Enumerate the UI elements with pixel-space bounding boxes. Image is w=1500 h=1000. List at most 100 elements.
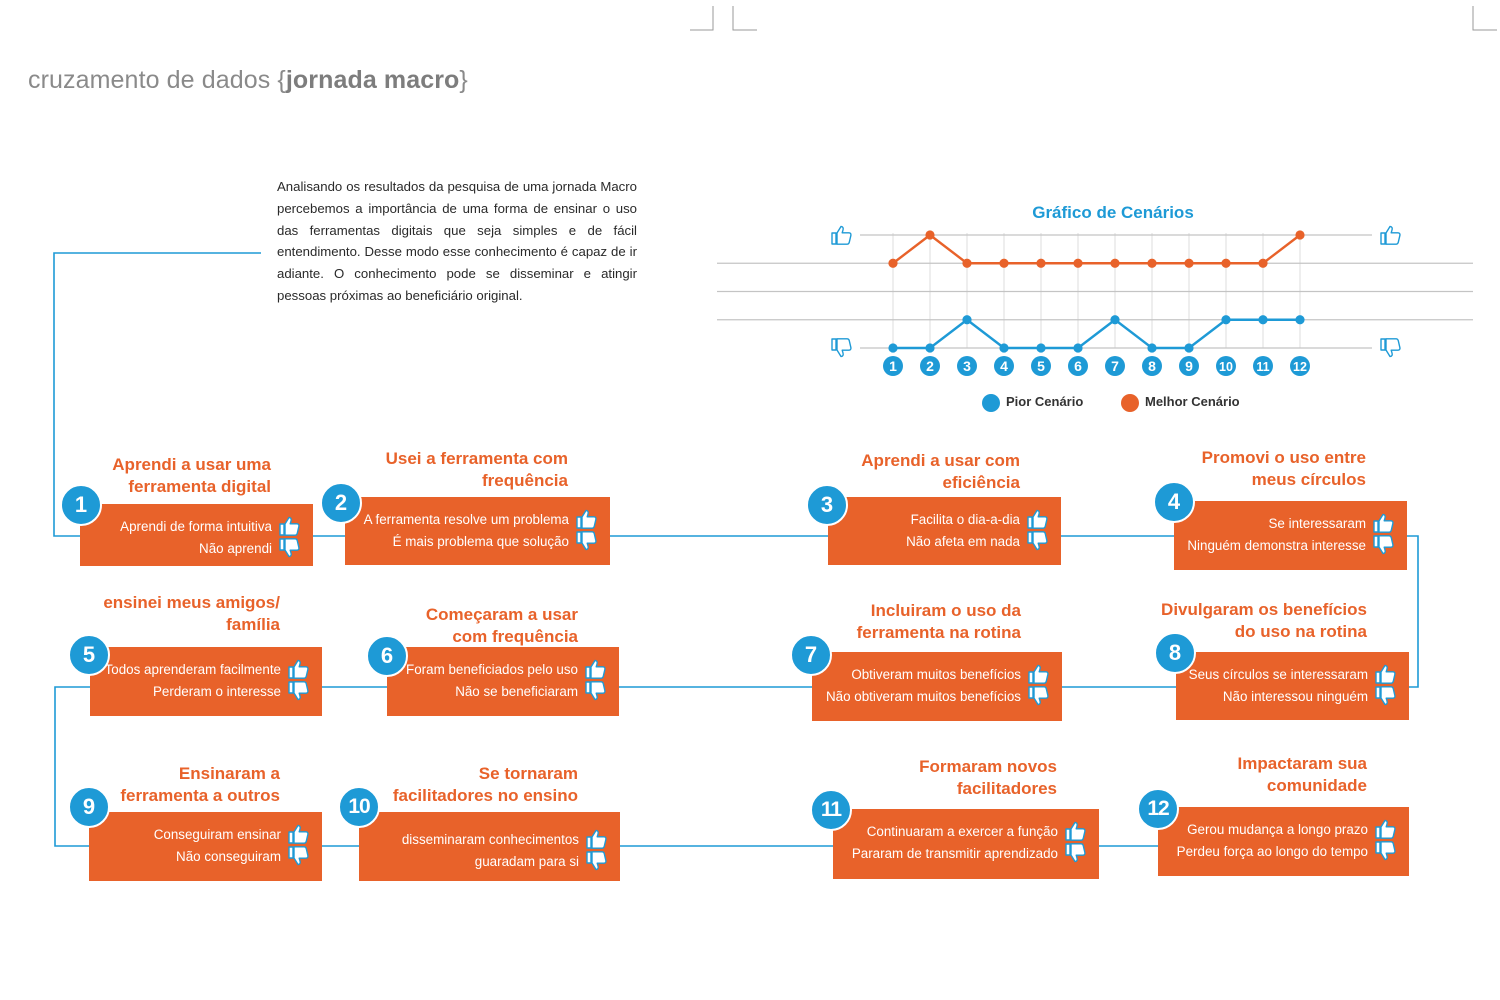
data-point	[1036, 258, 1046, 268]
data-point	[1221, 315, 1231, 325]
thumbs-down-icon	[1063, 842, 1087, 864]
thumbs-down-icon	[831, 338, 852, 358]
step-box-2: A ferramenta resolve um problema É mais …	[345, 497, 610, 565]
thumbs-up-icon	[1026, 663, 1050, 685]
positive-outcome: A ferramenta resolve um problema	[351, 508, 598, 530]
step-badge-11: 11	[810, 789, 852, 831]
positive-outcome: Se interessaram	[1180, 512, 1395, 534]
page-title-bold: jornada macro	[285, 66, 460, 94]
thumbs-down-icon	[286, 845, 310, 867]
step-box-7: Obtiveram muitos benefícios Não obtivera…	[812, 652, 1062, 721]
step-badge-3: 3	[806, 484, 848, 526]
step-title-8: Divulgaram os benefícios do uso na rotina	[1161, 600, 1367, 641]
step-title-10: Se tornaram facilitadores no ensino	[392, 764, 578, 805]
negative-outcome: Perderam o interesse	[96, 680, 310, 702]
data-point	[999, 343, 1009, 353]
thumbs-down-icon	[583, 680, 607, 702]
series-line-1	[893, 318, 1300, 350]
thumbs-down-icon	[584, 850, 608, 872]
step-title-11: Formaram novos facilitadores	[919, 757, 1057, 798]
negative-outcome: Perdeu força ao longo do tempo	[1164, 840, 1397, 862]
thumbs-up-icon	[584, 828, 608, 850]
negative-outcome: Não interessou ninguém	[1182, 685, 1397, 707]
x-tick-badge	[1068, 356, 1088, 376]
thumbs-up-icon	[1373, 818, 1397, 840]
positive-outcome: Obtiveram muitos benefícios	[818, 663, 1050, 685]
negative-outcome: Ninguém demonstra interesse	[1180, 534, 1395, 556]
thumbs-down-icon	[1371, 534, 1395, 556]
x-tick-badge	[1142, 356, 1162, 376]
positive-outcome: Facilita o dia-a-dia	[834, 508, 1049, 530]
data-point	[999, 258, 1009, 268]
thumbs-up-icon	[277, 515, 301, 537]
step-badge-12: 12	[1137, 788, 1179, 830]
step-box-4: Se interessaram Ninguém demonstra intere…	[1174, 501, 1407, 570]
data-point	[1147, 258, 1157, 268]
positive-outcome: Continuaram a exercer a função	[839, 820, 1087, 842]
page-title-suffix: }	[459, 66, 468, 94]
step-badge-4: 4	[1153, 481, 1195, 523]
x-tick-label: 1	[889, 358, 897, 374]
page-title: cruzamento de dados {jornada macro}	[28, 66, 468, 95]
x-tick-badge	[1105, 356, 1125, 376]
thumbs-up-icon	[1063, 820, 1087, 842]
data-point	[888, 343, 898, 353]
data-point	[925, 230, 935, 240]
thumbs-up-icon	[286, 823, 310, 845]
step-box-5: Todos aprenderam facilmente Perderam o i…	[90, 647, 322, 716]
x-tick-badge	[1031, 356, 1051, 376]
x-tick-label: 6	[1074, 358, 1082, 374]
step-box-11: Continuaram a exercer a função Pararam d…	[833, 809, 1099, 879]
x-tick-badge	[1290, 356, 1310, 376]
thumbs-up-icon	[286, 658, 310, 680]
negative-outcome: Pararam de transmitir aprendizado	[839, 842, 1087, 864]
data-point	[1073, 258, 1083, 268]
data-point	[1036, 343, 1046, 353]
positive-outcome: Conseguiram ensinar	[95, 823, 310, 845]
step-box-10: disseminaram conhecimentos guaradam para…	[359, 812, 620, 881]
thumbs-down-icon	[286, 680, 310, 702]
series-line-2	[892, 233, 1301, 265]
chart-title: Gráfico de Cenários	[1032, 203, 1194, 222]
data-point	[1258, 315, 1268, 325]
data-point	[1221, 258, 1231, 268]
step-title-2: Usei a ferramenta com frequência	[385, 449, 568, 490]
x-tick-label: 11	[1256, 360, 1269, 374]
thumbs-down-icon	[574, 530, 598, 552]
step-title-4: Promovi o uso entre meus círculos	[1201, 448, 1366, 489]
data-point	[962, 315, 972, 325]
thumbs-down-icon	[1373, 840, 1397, 862]
positive-outcome: Gerou mudança a longo prazo	[1164, 818, 1397, 840]
negative-outcome: É mais problema que solução	[351, 530, 598, 552]
x-tick-label: 12	[1293, 360, 1307, 374]
step-title-9: Ensinaram a ferramenta a outros	[120, 764, 280, 805]
step-title-5: ensinei meus amigos/família	[103, 593, 280, 634]
positive-outcome: Todos aprenderam facilmente	[96, 658, 310, 680]
step-title-1: Aprendi a usar uma ferramenta digital	[112, 455, 271, 496]
step-badge-5: 5	[68, 634, 110, 676]
step-box-12: Gerou mudança a longo prazo Perdeu força…	[1158, 807, 1409, 876]
step-title-3: Aprendi a usar com eficiência	[861, 451, 1020, 492]
step-title-12: Impactaram sua comunidade	[1237, 754, 1367, 795]
x-tick-label: 5	[1037, 358, 1045, 374]
x-tick-label: 3	[963, 358, 971, 374]
thumbs-down-icon	[277, 537, 301, 559]
x-tick-badge	[957, 356, 977, 376]
data-point	[888, 258, 898, 268]
data-point	[1184, 258, 1194, 268]
step-badge-7: 7	[790, 634, 832, 676]
x-tick-badge	[994, 356, 1014, 376]
step-box-3: Facilita o dia-a-dia Não afeta em nada	[828, 497, 1061, 565]
x-tick-badge	[1179, 356, 1199, 376]
step-badge-9: 9	[68, 786, 110, 828]
x-tick-badge	[883, 356, 903, 376]
positive-outcome: Aprendi de forma intuitiva	[86, 515, 301, 537]
data-point	[1258, 258, 1268, 268]
data-point	[1295, 315, 1305, 325]
data-point	[925, 343, 935, 353]
negative-outcome: Não aprendi	[86, 537, 301, 559]
intro-paragraph: Analisando os resultados da pesquisa de …	[277, 179, 637, 303]
x-tick-badge	[1253, 356, 1273, 376]
data-point	[1110, 258, 1120, 268]
